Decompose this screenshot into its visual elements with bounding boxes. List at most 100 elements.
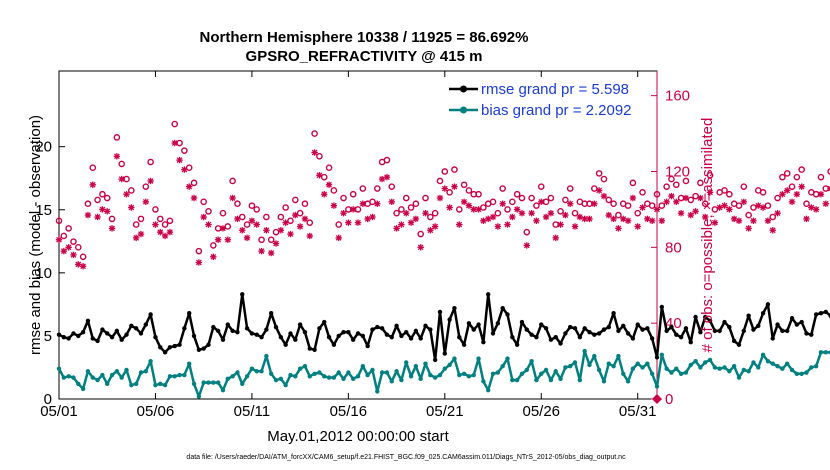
rmse-point [172,343,177,349]
rmse-point [76,333,81,339]
obs-assimilated-point [258,247,265,255]
obs-possible-point [306,219,314,226]
obs-possible-point [701,200,709,208]
y-tick-label-left: 10 [35,265,52,282]
bias-point [254,369,259,374]
legend-bias-marker [460,106,467,114]
obs-possible-point [407,204,415,211]
bias-point [500,364,505,369]
bias-point [302,364,308,369]
bias-point [85,369,91,374]
obs-possible-point [301,200,309,208]
obs-possible-point [513,190,521,198]
obs-possible-point [292,196,299,204]
bias-point [177,372,182,378]
rmse-point [148,312,153,317]
rmse-point [268,311,274,316]
rmse-point [259,334,264,340]
rmse-point [437,309,443,315]
rmse-point [514,342,520,347]
obs-possible-point [735,202,743,209]
bias-point [76,381,81,387]
bias-point [95,377,100,383]
bias-point [230,374,235,379]
obs-possible-point [152,206,159,213]
obs-assimilated-point [629,194,637,202]
bias-point [606,361,611,366]
rmse-point [505,312,510,317]
y-tick-label-left: 5 [44,328,52,345]
rmse-point [785,328,790,334]
bias-point [182,372,187,378]
bias-point [158,381,163,387]
obs-possible-point [682,177,690,185]
bias-point [543,367,549,373]
obs-possible-point [499,185,506,192]
bias-point [56,366,62,371]
obs-assimilated-point [759,204,767,211]
bias-point [621,371,626,376]
bias-point [105,381,110,387]
obs-assimilated-point [219,225,227,232]
rmse-point [703,314,708,320]
obs-possible-point [282,204,289,211]
obs-possible-point [340,194,347,202]
obs-assimilated-point [576,213,584,221]
obs-possible-point [624,202,632,209]
obs-possible-point [70,238,77,245]
obs-assimilated-point [94,213,101,221]
obs-assimilated-point [214,236,222,243]
bias-point [601,379,607,384]
obs-assimilated-point [595,187,603,194]
bias-point [524,367,529,373]
x-tick-label: 05/01 [40,403,78,420]
bias-point [124,367,129,373]
rmse-point [756,323,761,329]
bias-point [293,374,298,379]
bias-point [577,377,583,383]
rmse-point [698,329,703,335]
obs-assimilated-point [774,209,781,217]
x-axis-label: May.01,2012 00:00:00 start [267,428,449,445]
obs-possible-point [774,194,781,202]
bias-point [225,376,230,382]
obs-possible-point [200,198,207,206]
legend-rmse-label: rmse grand pr = 5.598 [481,81,629,98]
rmse-point [625,331,631,336]
bias-point [548,377,554,383]
obs-assimilated-point [330,202,338,209]
obs-assimilated-point [808,204,815,211]
obs-possible-point [562,196,569,204]
bias-point [471,372,476,378]
rmse-point [751,327,756,332]
bias-point [322,374,327,379]
obs-possible-point [523,228,531,236]
obs-assimilated-point [349,206,357,213]
bias-point [336,370,341,375]
obs-assimilated-point [803,215,810,223]
obs-assimilated-point [677,209,685,217]
rmse-point [312,347,317,352]
bias-point [659,352,665,358]
bias-point [688,362,693,368]
rmse-point [225,322,230,327]
obs-assimilated-point [292,211,299,219]
rmse-point [707,318,713,323]
rmse-point [495,321,501,326]
obs-possible-point [79,253,87,261]
obs-assimilated-point [750,217,757,224]
bias-point [592,353,597,359]
obs-assimilated-point [566,200,574,207]
obs-possible-point [634,209,642,217]
bias-point [611,364,616,369]
rmse-point [365,343,370,349]
bias-point [712,365,718,370]
rmse-point [201,346,206,351]
rmse-point [654,355,660,360]
obs-possible-point [132,221,140,228]
obs-assimilated-point [123,191,130,198]
obs-possible-point [258,236,265,244]
obs-assimilated-point [784,187,791,194]
rmse-point [244,326,250,331]
obs-possible-point [605,196,613,204]
